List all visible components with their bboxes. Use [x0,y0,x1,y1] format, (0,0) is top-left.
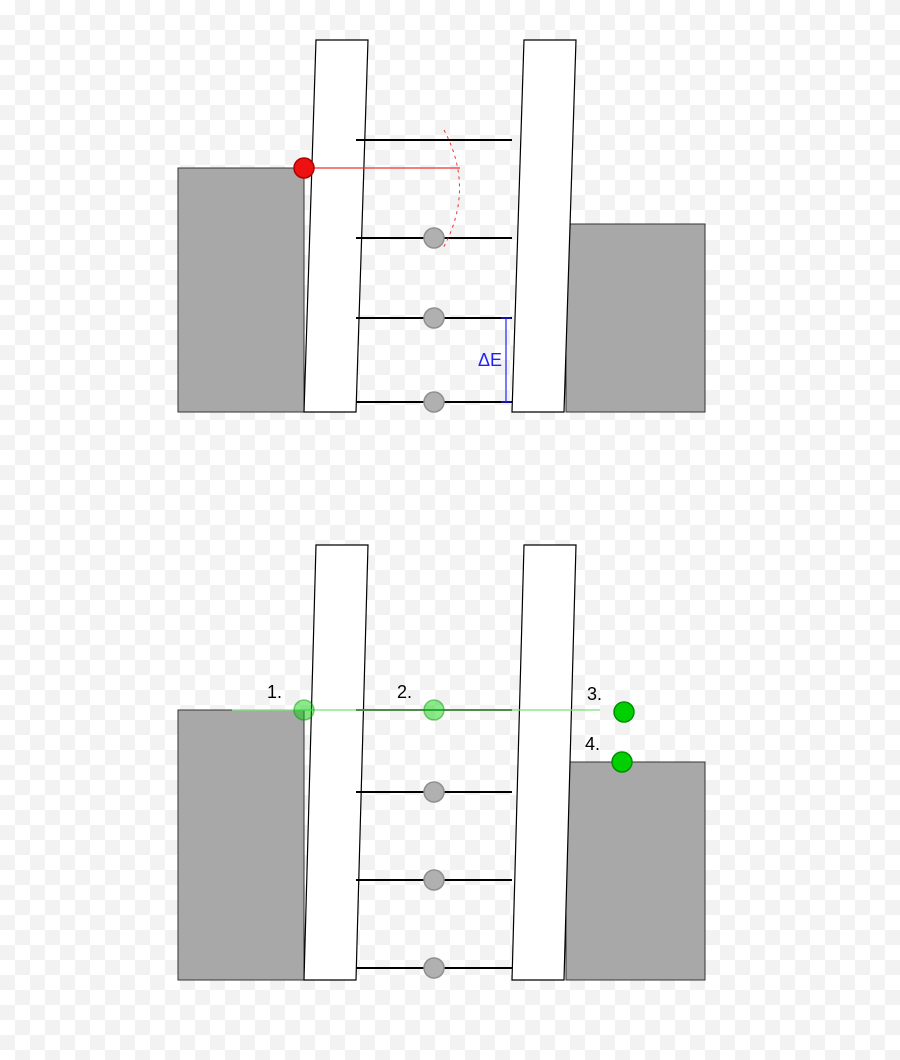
deltaE-label: ΔE [478,350,502,370]
electron-dot-green [614,702,634,722]
electron-dot-red [294,158,314,178]
electron-dot-gray [424,782,444,802]
electron-dot-gray [424,870,444,890]
electron-dot-gray [424,228,444,248]
electron-dot-green [294,700,314,720]
electron-dot-gray [424,392,444,412]
tunnel-barrier [304,545,368,980]
reflection-arc [442,130,460,250]
tunnel-barrier [304,40,368,412]
electron-dot-green [424,700,444,720]
step-label: 2. [397,682,412,702]
lead [566,762,705,980]
step-label: 1. [267,682,282,702]
step-label: 3. [587,684,602,704]
electron-dot-gray [424,308,444,328]
tunnel-barrier [512,40,576,412]
tunnel-barrier [512,545,576,980]
electron-dot-gray [424,958,444,978]
lead [178,710,304,980]
diagram-svg: ΔE 1. 2. 3. 4. [0,0,900,1060]
lead [566,224,705,412]
electron-dot-green [612,752,632,772]
step-label: 4. [585,734,600,754]
lead [178,168,304,412]
